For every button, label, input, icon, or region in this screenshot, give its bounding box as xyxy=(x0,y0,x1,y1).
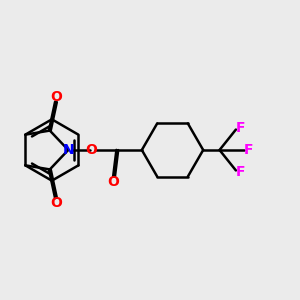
Text: O: O xyxy=(50,90,62,104)
Text: N: N xyxy=(62,143,74,157)
Text: F: F xyxy=(244,143,254,157)
Text: O: O xyxy=(50,196,62,210)
Text: F: F xyxy=(236,121,246,134)
Text: F: F xyxy=(236,166,246,179)
Text: O: O xyxy=(85,143,97,157)
Text: O: O xyxy=(107,175,119,189)
